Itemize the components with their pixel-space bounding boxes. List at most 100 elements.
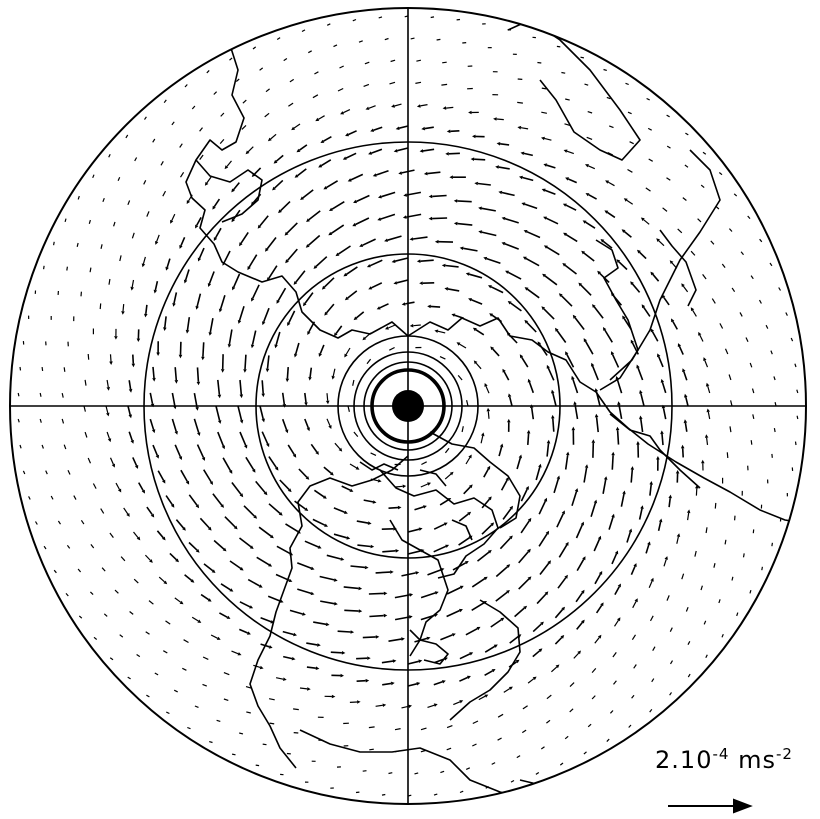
vector-arrow [193,392,198,408]
vector-arrow [117,177,121,182]
vector-arrowhead [218,308,223,313]
vector-arrowhead [355,466,360,470]
vector-arrow [286,367,289,379]
vector-arrow [198,247,205,259]
vector-arrow [567,178,578,184]
vector-arrow [439,499,449,506]
vector-arrow [521,729,527,734]
vector-arrow [323,277,335,288]
vector-arrow [39,392,42,397]
vector-arrow [574,404,579,420]
vector-arrow [90,544,95,549]
vector-arrow [41,367,44,371]
vector-arrow [535,466,541,481]
vector-arrowhead [487,549,492,554]
vector-arrow [259,67,264,71]
vector-arrowhead [409,237,414,241]
vector-arrow [384,37,389,41]
vector-arrowhead [434,239,439,244]
vector-arrowhead [229,469,233,474]
vector-arrow [749,589,752,594]
vector-arrowhead [556,475,560,480]
vector-arrowhead [650,271,655,276]
vector-arrow [747,215,751,219]
vector-arrowhead [650,328,654,333]
vector-arrowhead [324,523,328,527]
vector-arrowhead [418,527,423,531]
vector-arrow [612,652,617,658]
vector-arrowhead [478,230,483,234]
vector-arrow [459,676,469,682]
vector-arrowhead [211,569,216,573]
vector-arrow [474,158,486,161]
vector-arrow [573,652,580,659]
vector-arrow [149,392,154,405]
vector-arrow [490,286,504,294]
vector-arrowhead [395,126,400,130]
vector-arrowhead [221,445,225,450]
vector-arrow [424,126,434,130]
vector-arrow [134,157,138,162]
vector-arrow [206,176,212,184]
vector-arrow [433,523,445,530]
vector-arrowhead [305,244,310,248]
vector-arrowhead [262,321,266,326]
vector-arrow [642,306,651,317]
vector-arrowhead [229,588,234,592]
vector-arrowhead [594,413,599,418]
vector-arrowhead [161,536,166,541]
vector-arrow [309,367,313,378]
vector-arrowhead [468,298,472,302]
vector-arrowhead [368,151,372,155]
vector-arrowhead [423,505,427,509]
vector-arrow [261,431,269,445]
vector-arrow [152,444,159,456]
vector-arrowhead [555,327,559,332]
vector-arrowhead [522,256,527,260]
vector-arrow [614,586,621,595]
vector-arrow [538,533,548,547]
vector-arrow [123,507,129,515]
vector-arrow [520,127,529,130]
vector-arrowhead [350,630,355,634]
vector-arrow [583,467,588,483]
vector-arrow [275,573,290,582]
vector-arrowhead [502,368,506,373]
vector-arrow [613,619,620,627]
vector-arrow [704,360,709,368]
vector-arrow [188,494,198,506]
vector-arrow [666,145,671,149]
vector-arrowhead [182,527,186,531]
vector-arrow [703,620,707,625]
vector-arrow [191,105,196,110]
vector-arrow [261,380,264,394]
vector-arrow [669,627,673,632]
vector-arrow [146,211,150,217]
vector-arrowhead [325,400,330,405]
vector-arrowhead [128,414,132,419]
vector-arrow [564,454,569,470]
vector-arrowhead [253,515,258,519]
vector-arrow [209,741,213,744]
vector-arrow [707,385,711,394]
vector-arrowhead [519,175,523,180]
vector-arrow [440,634,453,641]
vector-arrow [255,764,260,767]
vector-arrow [721,263,726,268]
vector-arrowhead [347,178,352,182]
vector-arrowhead [365,106,370,110]
vector-arrow [231,482,242,495]
right-arrow-icon [668,798,753,814]
vector-arrow [345,266,358,276]
vector-arrow [608,516,614,530]
vector-arrow [595,604,603,614]
vector-arrow [407,550,422,555]
vector-arrow [433,793,438,796]
vector-arrowhead [657,353,661,358]
vector-arrow [343,586,359,590]
vector-arrow [17,392,20,397]
vector-arrowhead [701,459,705,464]
vector-arrowhead [684,393,688,398]
vector-arrow [347,130,357,136]
vector-arrowhead [683,419,688,424]
